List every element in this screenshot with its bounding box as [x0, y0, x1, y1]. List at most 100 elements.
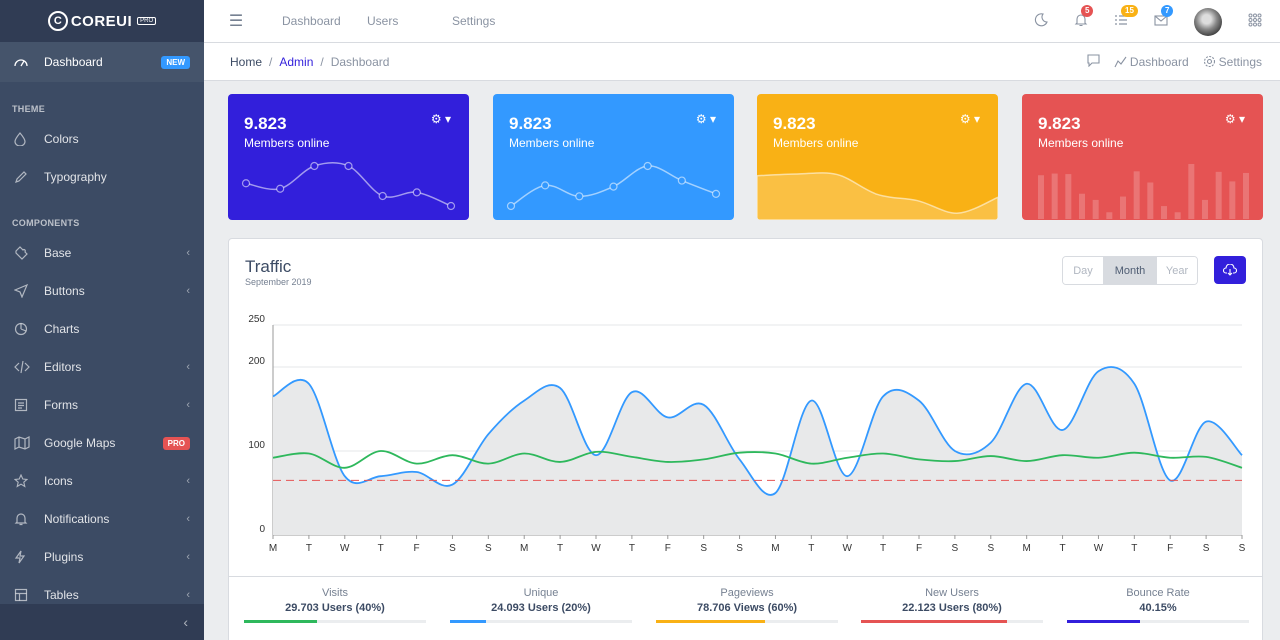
card-settings-dropdown[interactable]: ⚙ ▾	[1225, 112, 1245, 126]
card-value: 9.823	[244, 114, 287, 133]
x-tick-label: T	[378, 543, 384, 554]
drop-icon	[14, 132, 44, 146]
x-tick-label: T	[808, 543, 814, 554]
sparkline-bar	[1147, 182, 1154, 219]
avatar[interactable]	[1194, 7, 1222, 36]
caret-down-icon: ▾	[444, 112, 451, 126]
stat-item: New Users 22.123 Users (80%)	[861, 587, 1043, 623]
period-toggle: Day Month Year	[1062, 256, 1198, 285]
sidebar-item-buttons[interactable]: Buttons ‹	[0, 272, 204, 310]
sidebar-item-charts[interactable]: Charts	[0, 310, 204, 348]
stat-progress	[1067, 620, 1249, 623]
traffic-chart: 0 100 200 250 M T W T F S S M T W T F S S M T W T F S S M T W T F S S	[248, 314, 1246, 554]
x-tick-label: S	[952, 543, 959, 554]
menu-toggle[interactable]: ☰	[204, 11, 268, 31]
card-settings-dropdown[interactable]: ⚙ ▾	[960, 112, 980, 126]
sparkline-point	[541, 181, 550, 190]
series-line-previous	[272, 450, 1243, 469]
x-tick-label: T	[880, 543, 886, 554]
header-link-users[interactable]: Users	[367, 14, 399, 28]
download-button[interactable]	[1214, 256, 1246, 284]
moon-icon[interactable]	[1034, 13, 1048, 30]
envelope-icon	[1154, 15, 1168, 26]
x-tick-label: S	[700, 543, 707, 554]
notes-icon	[14, 398, 44, 412]
sidebar-item-editors[interactable]: Editors ‹	[0, 348, 204, 386]
card-settings-dropdown[interactable]: ⚙ ▾	[431, 112, 451, 126]
sidebar-item-colors[interactable]: Colors	[0, 120, 204, 158]
gear-icon: ⚙	[1224, 112, 1236, 126]
speech-icon[interactable]	[1087, 53, 1100, 70]
x-tick-label: W	[842, 543, 852, 554]
sparkline-bar	[1188, 164, 1195, 219]
pencil-icon	[14, 170, 44, 184]
y-tick-label: 250	[248, 314, 265, 325]
chevron-left-icon: ‹	[186, 475, 190, 487]
sparkline-bar	[1092, 199, 1099, 219]
sidebar-item-base[interactable]: Base ‹	[0, 234, 204, 272]
x-tick-label: S	[1239, 543, 1246, 554]
new-badge: NEW	[161, 55, 190, 69]
card-value: 9.823	[509, 114, 552, 133]
chart-pie-icon	[14, 322, 44, 336]
brand[interactable]: C COREUI PRO	[0, 0, 204, 42]
subheader-settings-link[interactable]: Settings	[1203, 55, 1262, 69]
stat-progress-fill	[861, 620, 1007, 623]
sidebar-item-label: Forms	[44, 398, 78, 412]
breadcrumb-home[interactable]: Home	[230, 54, 263, 69]
breadcrumb-admin[interactable]: Admin	[279, 54, 314, 69]
sparkline-bar	[1079, 193, 1085, 219]
tasks-button[interactable]: 15	[1114, 5, 1138, 30]
sidebar-item-plugins[interactable]: Plugins ‹	[0, 538, 204, 576]
stat-item: Unique 24.093 Users (20%)	[450, 587, 632, 623]
card-settings-dropdown[interactable]: ⚙ ▾	[696, 112, 716, 126]
notifications-button[interactable]: 5	[1074, 5, 1094, 30]
chevron-left-icon: ‹	[186, 247, 190, 259]
period-month-button[interactable]: Month	[1103, 257, 1157, 284]
sidebar-item-label: Plugins	[44, 550, 84, 564]
sparkline-bar	[1161, 206, 1167, 219]
sidebar-item-forms[interactable]: Forms ‹	[0, 386, 204, 424]
period-day-button[interactable]: Day	[1063, 257, 1103, 284]
y-tick-label: 0	[259, 524, 265, 535]
x-tick-label: F	[916, 543, 922, 554]
sidebar-item-label: Editors	[44, 360, 82, 374]
sidebar-item-icons[interactable]: Icons ‹	[0, 462, 204, 500]
sparkline-bar	[1065, 174, 1072, 219]
subheader-settings-label: Settings	[1218, 54, 1262, 69]
messages-button[interactable]: 7	[1154, 5, 1174, 30]
x-tick-label: M	[269, 543, 277, 554]
sidebar-item-typography[interactable]: Typography	[0, 158, 204, 196]
card-label: Members online	[509, 136, 595, 150]
period-year-button[interactable]: Year	[1157, 257, 1197, 284]
puzzle-icon	[14, 246, 44, 260]
logo-icon: C	[47, 11, 68, 31]
sidebar-item-tables[interactable]: Tables ‹	[0, 576, 204, 614]
breadcrumb-current: Dashboard	[330, 54, 390, 69]
apps-grid-icon[interactable]	[1248, 13, 1262, 30]
sidebar-item-google-maps[interactable]: Google Maps PRO	[0, 424, 204, 462]
subheader-dashboard-link[interactable]: Dashboard	[1114, 55, 1189, 69]
breadcrumb-separator: /	[320, 54, 324, 69]
sparkline-bar	[1106, 212, 1113, 219]
sidebar-item-notifications[interactable]: Notifications ‹	[0, 500, 204, 538]
traffic-card: Traffic September 2019 Day Month Year 0 1…	[228, 238, 1263, 640]
chevron-left-icon: ‹	[186, 399, 190, 411]
stat-progress	[244, 620, 426, 623]
y-tick-label: 100	[248, 440, 265, 451]
series-line-current	[272, 366, 1243, 496]
stat-item: Visits 29.703 Users (40%)	[244, 587, 426, 623]
sparkline-point	[310, 161, 319, 171]
sidebar-minimizer[interactable]: ‹	[0, 604, 204, 640]
header-link-dashboard[interactable]: Dashboard	[282, 14, 341, 28]
widget-card: 9.823 Members online ⚙ ▾	[757, 94, 998, 220]
chevron-left-icon: ‹	[186, 285, 190, 297]
x-tick-label: T	[1131, 543, 1137, 554]
sparkline-area	[757, 172, 998, 220]
header-link-settings[interactable]: Settings	[452, 14, 496, 28]
series-area-current	[273, 366, 1242, 535]
traffic-subtitle: September 2019	[245, 277, 312, 287]
stat-item: Pageviews 78.706 Views (60%)	[656, 587, 838, 623]
chevron-left-icon: ‹	[186, 589, 190, 601]
sidebar-item-dashboard[interactable]: Dashboard NEW	[0, 42, 204, 82]
